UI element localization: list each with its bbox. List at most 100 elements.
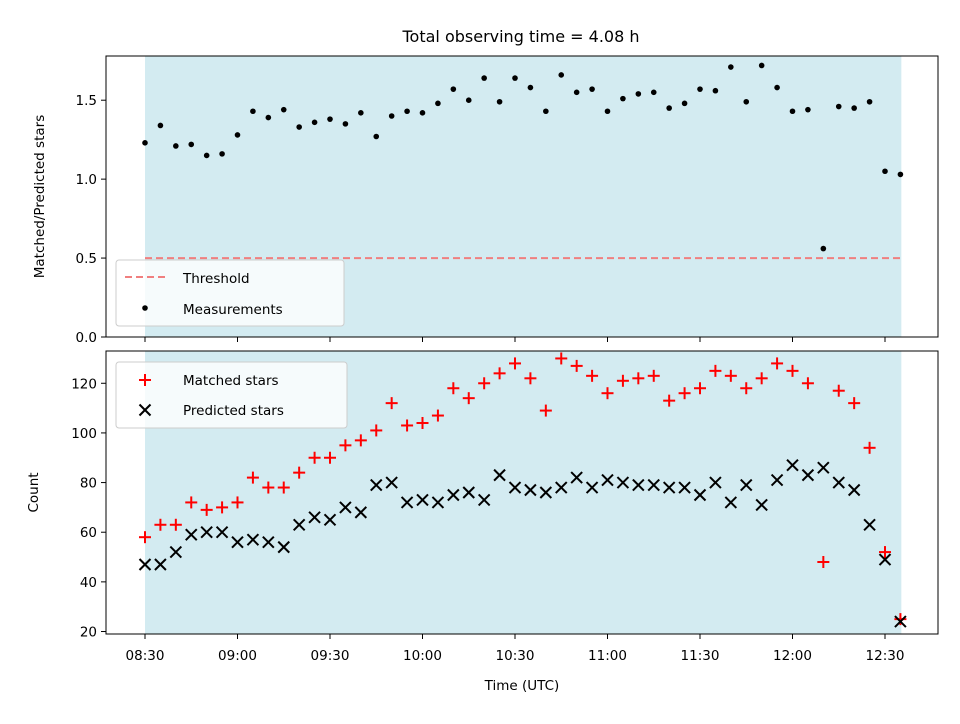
predicted-star-point: [863, 518, 876, 531]
matched-star-point: [324, 451, 336, 464]
matched-star-point: [570, 359, 583, 372]
predicted-star-point: [277, 540, 290, 554]
legend-matched-glyph: [139, 374, 151, 386]
measurement-point: [589, 86, 595, 92]
matched-star-point: [154, 518, 167, 531]
matched-star-point: [231, 496, 244, 509]
ratio-y-axis-label: Matched/Predicted stars: [32, 115, 48, 278]
matched-star-point: [524, 372, 537, 385]
legend-measurements-marker: [142, 305, 148, 311]
figure-title: Total observing time = 4.08 h: [401, 27, 639, 46]
time-x-tick-label: 10:00: [403, 648, 442, 664]
count-y-tick-label: 120: [71, 376, 97, 392]
matched-star-point: [431, 409, 444, 422]
predicted-star-point: [323, 513, 337, 527]
measurement-point: [327, 116, 333, 122]
measurement-point: [481, 75, 487, 81]
measurement-point: [758, 62, 765, 69]
matched-star-point: [616, 374, 629, 387]
matched-star-point: [416, 416, 429, 429]
predicted-stars-points: [138, 458, 907, 628]
predicted-star-point: [292, 518, 306, 531]
predicted-star-point: [354, 506, 368, 519]
count-y-tick-label: 100: [71, 426, 97, 442]
ratio-plot-frame: [105, 55, 939, 338]
count-legend-box: [115, 361, 348, 429]
count-legend: Matched stars Predicted stars: [115, 361, 348, 429]
time-x-tick-label: 08:30: [126, 648, 165, 664]
matched-star-point: [246, 471, 259, 484]
predicted-star-point: [416, 493, 429, 507]
predicted-star-point: [524, 483, 537, 497]
predicted-star-point: [817, 461, 830, 474]
predicted-star-point: [477, 493, 491, 507]
predicted-star-point: [431, 496, 445, 509]
measurement-point: [173, 143, 179, 149]
matched-star-point: [863, 441, 876, 454]
matched-star-point: [755, 372, 768, 385]
measurement-point: [805, 106, 811, 113]
measurement-point: [404, 108, 410, 115]
predicted-star-point: [262, 535, 275, 549]
measurement-point: [311, 119, 318, 126]
predicted-star-point: [616, 476, 630, 489]
count-y-tick-label: 60: [80, 525, 97, 541]
predicted-star-point: [693, 488, 707, 502]
time-x-tick-label: 11:00: [588, 648, 627, 664]
measurement-point: [697, 86, 703, 92]
legend-predicted-glyph: [138, 403, 152, 417]
predicted-star-point: [878, 553, 892, 566]
predicted-star-point: [832, 476, 845, 489]
predicted-star-point: [231, 535, 244, 549]
matched-star-point: [185, 496, 198, 509]
matched-star-point: [277, 481, 290, 494]
matched-star-point: [139, 531, 151, 544]
predicted-star-point: [647, 478, 660, 492]
predicted-star-point: [508, 481, 522, 494]
matched-star-point: [385, 397, 398, 410]
matched-star-point: [447, 382, 460, 395]
predicted-star-point: [308, 511, 321, 524]
matched-star-point: [817, 556, 830, 569]
measurement-point: [774, 84, 780, 91]
matched-star-point: [478, 377, 491, 390]
matched-star-point: [370, 424, 383, 437]
measurement-point: [496, 98, 503, 105]
measurement-point: [296, 124, 302, 130]
measurement-point: [188, 141, 195, 148]
measurement-point: [897, 171, 904, 178]
measurement-point: [280, 106, 287, 113]
matched-star-point: [709, 364, 722, 377]
ratio-y-tick-label: 0.5: [76, 251, 97, 267]
matched-star-point: [555, 352, 568, 365]
matched-star-point: [401, 419, 414, 432]
measurement-point: [728, 64, 734, 70]
measurement-point: [866, 98, 873, 105]
matched-star-point: [724, 369, 737, 382]
predicted-star-point: [585, 481, 599, 494]
matched-star-point: [493, 367, 506, 380]
matched-star-point: [678, 387, 691, 400]
legend-predicted-label: Predicted stars: [183, 403, 284, 419]
matched-star-point: [786, 364, 799, 377]
count-y-tick-label: 40: [80, 575, 97, 591]
predicted-star-point: [847, 483, 861, 497]
matched-star-point: [169, 518, 182, 531]
time-x-tick-label: 10:30: [496, 648, 535, 664]
matched-star-point: [293, 466, 306, 479]
legend-threshold-label: Threshold: [182, 271, 250, 287]
measurement-point: [388, 113, 395, 119]
predicted-star-point: [185, 528, 198, 541]
predicted-star-point: [339, 501, 352, 514]
matched-star-point: [879, 546, 891, 559]
time-x-axis-label: Time (UTC): [484, 678, 560, 694]
predicted-star-point: [678, 481, 691, 494]
matched-star-point: [539, 404, 552, 417]
measurement-point: [604, 108, 611, 115]
count-y-axis: 20 40 60 80 100 120: [71, 376, 106, 641]
predicted-star-point: [555, 481, 568, 494]
measurement-point: [558, 72, 565, 78]
measurement-point: [157, 122, 164, 129]
measurement-point: [465, 97, 472, 104]
